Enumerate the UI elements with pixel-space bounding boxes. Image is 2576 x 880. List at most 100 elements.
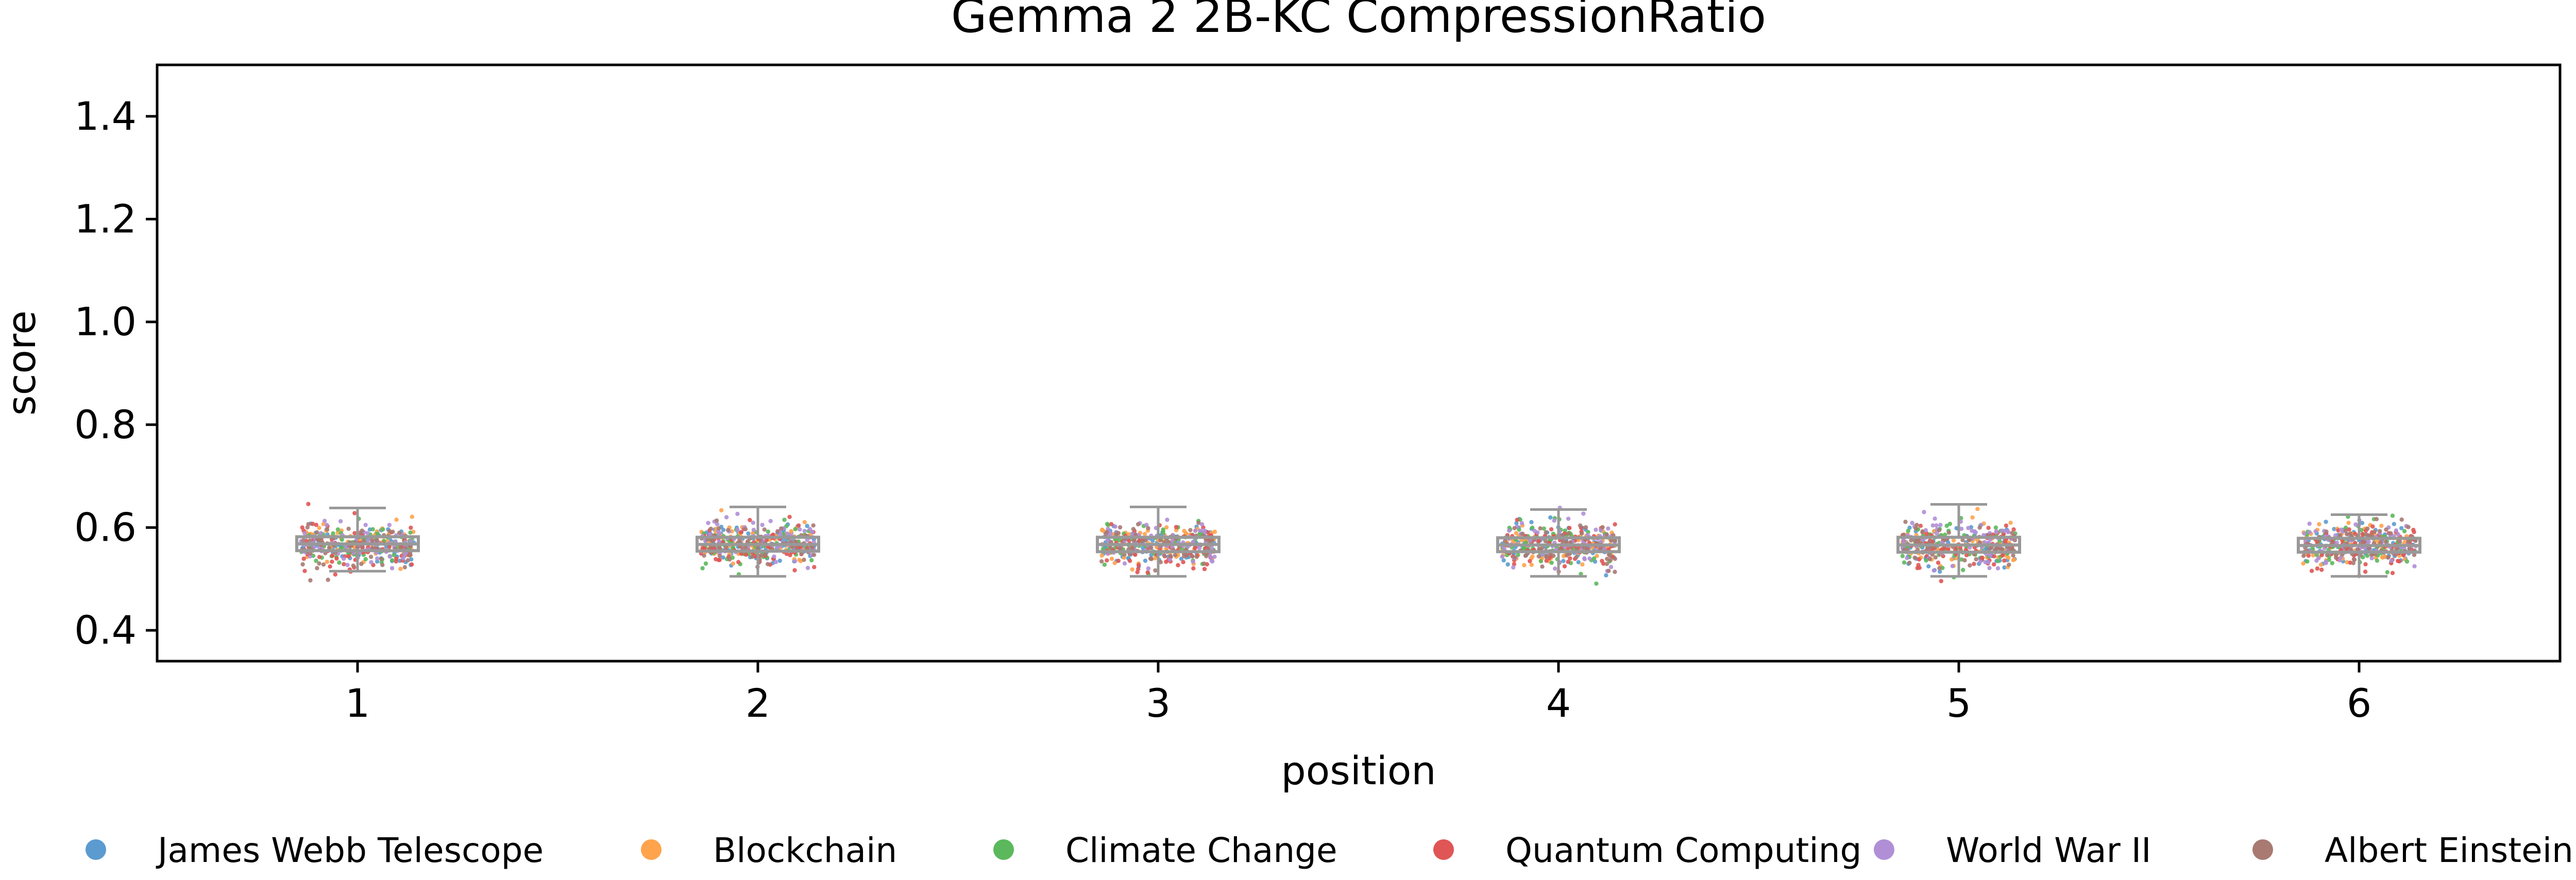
data-point — [1512, 562, 1517, 566]
data-point — [1162, 553, 1166, 558]
box-plot-1 — [295, 507, 420, 573]
data-point — [1907, 560, 1912, 565]
data-point — [352, 511, 357, 515]
x-axis-label: position — [1281, 748, 1436, 793]
data-point — [1109, 557, 1114, 561]
data-point — [2386, 555, 2391, 560]
data-point — [365, 531, 370, 536]
data-point — [2309, 568, 2314, 573]
data-point — [1930, 523, 1935, 528]
data-point — [1924, 531, 1929, 536]
data-point — [1996, 559, 2001, 563]
data-point — [2000, 547, 2005, 551]
data-point — [317, 555, 322, 559]
data-point — [300, 562, 305, 567]
y-tick-label: 1.0 — [74, 299, 137, 344]
data-point — [2313, 529, 2318, 534]
data-point — [1515, 517, 1519, 522]
data-point — [1599, 539, 1603, 544]
data-point — [1514, 521, 1519, 526]
data-point — [1182, 528, 1187, 533]
data-point — [1165, 517, 1170, 522]
data-point — [1197, 546, 1202, 550]
data-point — [1970, 528, 1974, 533]
data-point — [768, 519, 773, 524]
y-tick-label: 1.2 — [74, 196, 137, 241]
data-point — [2324, 520, 2328, 524]
data-point — [708, 526, 714, 531]
data-point — [1168, 554, 1173, 559]
data-point — [1936, 560, 1941, 565]
data-point — [1930, 539, 1935, 544]
legend-label: Blockchain — [713, 831, 897, 870]
data-point — [2399, 526, 2404, 530]
data-point — [1580, 562, 1585, 567]
data-point — [1939, 579, 1943, 583]
data-point — [805, 565, 810, 571]
data-point — [1505, 562, 1510, 567]
data-point — [1100, 527, 1105, 532]
x-axis: 1 2 3 4 5 6 — [345, 661, 2371, 726]
data-point — [2315, 566, 2320, 571]
data-point — [1135, 570, 1140, 575]
data-point — [1578, 523, 1583, 528]
data-point — [2365, 526, 2370, 531]
data-point — [2319, 553, 2324, 558]
data-point — [1918, 524, 1923, 528]
legend-marker — [2252, 839, 2273, 860]
data-point — [375, 559, 380, 564]
data-point — [1600, 525, 1605, 530]
data-point — [724, 515, 729, 520]
data-point — [1946, 547, 1951, 552]
data-point — [1992, 554, 1996, 559]
data-point — [1574, 555, 1579, 560]
data-point — [2332, 527, 2336, 531]
data-point — [2324, 529, 2329, 534]
data-point — [361, 539, 366, 543]
data-point — [1540, 564, 1545, 569]
data-point — [1594, 581, 1599, 586]
data-point — [2006, 530, 2010, 534]
data-point — [1964, 553, 1969, 558]
data-point — [1137, 563, 1141, 567]
data-point — [1608, 558, 1613, 563]
data-point — [2378, 540, 2383, 545]
data-point — [1576, 560, 1581, 565]
data-point — [2385, 570, 2389, 575]
data-point — [1912, 555, 1917, 560]
data-point — [334, 556, 339, 561]
data-point — [1507, 528, 1512, 533]
data-point — [1606, 568, 1611, 573]
data-point — [1585, 532, 1590, 538]
data-point — [1130, 546, 1135, 551]
data-point — [1131, 527, 1136, 531]
legend-label: World War II — [1946, 831, 2151, 870]
data-point — [1946, 530, 1951, 535]
data-point — [1580, 531, 1584, 536]
data-point — [2307, 530, 2312, 534]
data-point — [1196, 521, 1201, 525]
data-point — [2360, 521, 2365, 525]
y-tick-label: 1.4 — [74, 93, 137, 139]
data-point — [1127, 539, 1131, 543]
legend-item-2: Blockchain — [641, 831, 897, 870]
data-point — [1994, 530, 1999, 534]
data-point — [2012, 538, 2018, 543]
data-point — [1933, 555, 1938, 560]
data-point — [1212, 555, 1217, 559]
data-point — [763, 552, 768, 557]
data-point — [1594, 527, 1598, 532]
data-point — [391, 529, 395, 534]
data-point — [2375, 558, 2380, 563]
data-point — [1920, 529, 1925, 534]
data-point — [703, 561, 708, 566]
data-point — [2390, 513, 2395, 518]
data-point — [775, 545, 779, 550]
data-point — [365, 538, 370, 543]
data-point — [1552, 518, 1556, 523]
data-point — [1913, 526, 1918, 531]
data-point — [798, 527, 802, 532]
data-point — [1995, 566, 2001, 571]
data-point — [1523, 554, 1528, 558]
data-point — [2366, 546, 2371, 551]
